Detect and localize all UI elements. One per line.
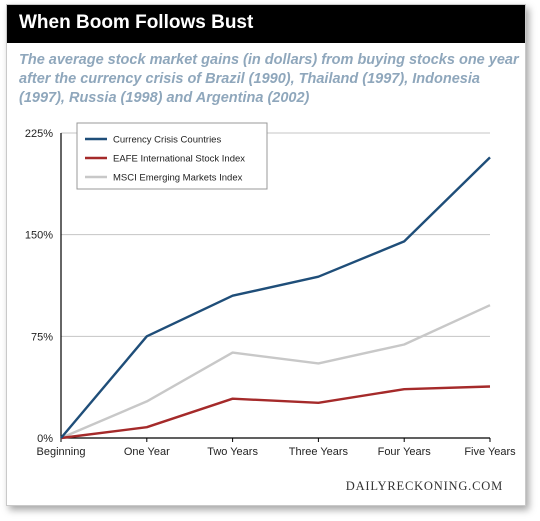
series-line-1 <box>60 156 491 439</box>
legend-entry: MSCI Emerging Markets Index <box>113 173 243 184</box>
series-line-3 <box>60 304 491 440</box>
chart-card: When Boom Follows Bust The average stock… <box>6 4 526 506</box>
y-tick-label: 225% <box>25 128 53 140</box>
chart-subtitle: The average stock market gains (in dolla… <box>19 52 519 106</box>
series-line-2 <box>60 385 491 440</box>
x-tick-label: Five Years <box>464 446 516 458</box>
legend-box <box>76 122 268 190</box>
x-tick-label: Beginning <box>37 446 86 458</box>
y-tick-label: 150% <box>25 230 53 242</box>
x-tick-label: One Year <box>124 446 170 458</box>
x-tick-label: Two Years <box>207 446 258 458</box>
x-tick-label: Four Years <box>378 446 432 458</box>
y-tick-label: 0% <box>37 433 53 445</box>
legend-entry: Currency Crisis Countries <box>113 135 221 146</box>
legend-entry: EAFE International Stock Index <box>113 154 245 165</box>
line-chart: 0% 75% 150% 225% Beginning One Year Two Years T… <box>25 122 516 458</box>
y-tick-label: 75% <box>31 331 53 343</box>
title-bar: When Boom Follows Bust <box>7 5 525 43</box>
chart-title: When Boom Follows Bust <box>19 12 254 33</box>
x-tick-label: Three Years <box>289 446 349 458</box>
source-credit: DAILYRECKONING.COM <box>345 479 503 493</box>
